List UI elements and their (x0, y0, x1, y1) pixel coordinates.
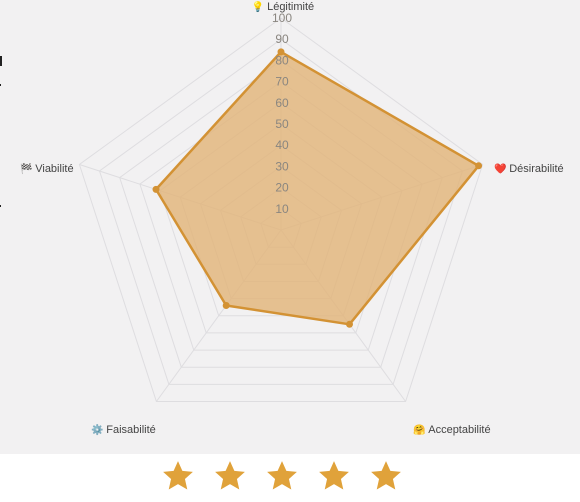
tick-label: 100 (272, 11, 292, 25)
axis-label: ⚙️ Faisabilité (91, 423, 156, 436)
tick-label: 20 (275, 181, 289, 195)
tick-label: 50 (275, 117, 289, 131)
data-point (277, 48, 285, 56)
radar-ticks: 10 20 30 40 50 60 70 80 90 100 (272, 11, 292, 216)
axis-label-text: Désirabilité (509, 163, 563, 175)
radar-chart-panel: 10 20 30 40 50 60 70 80 90 100 💡 Légitimité ❤️ Dés… (0, 0, 580, 454)
tick-label: 40 (275, 138, 289, 152)
star-icon (371, 461, 401, 490)
data-point (475, 162, 483, 170)
star-rating (0, 454, 580, 502)
star-icon (267, 461, 297, 490)
axis-label: 🤗 Acceptabilité (413, 424, 491, 436)
axis-label-text: Faisabilité (106, 424, 156, 436)
axis-label-text: Légitimité (267, 1, 314, 13)
tick-label: 90 (275, 32, 289, 46)
data-point (346, 320, 353, 328)
tick-label: 60 (275, 96, 289, 110)
radar-series (152, 48, 483, 328)
grid-ring (78, 17, 484, 402)
star-icon (215, 461, 245, 490)
star-icon (319, 461, 349, 490)
series-area (154, 50, 480, 326)
data-point (152, 185, 160, 193)
axis-label: ❤️ Désirabilité (494, 163, 564, 175)
star-icon (163, 461, 193, 490)
left-edge-mark (0, 205, 1, 207)
axis-label: 💡 Légitimité (252, 0, 314, 13)
checkered-flag-icon: 🏁 (20, 162, 35, 175)
gear-icon: ⚙️ (91, 423, 106, 436)
left-edge-mark (0, 56, 2, 66)
hugging-face-icon: 🤗 (413, 424, 428, 436)
radar-chart: 10 20 30 40 50 60 70 80 90 100 💡 Légitimité ❤️ Dés… (20, 0, 564, 436)
tick-label: 30 (275, 159, 289, 173)
axis-label-text: Viabilité (35, 163, 73, 175)
tick-label: 10 (275, 202, 289, 216)
lightbulb-icon: 💡 (252, 0, 267, 13)
left-edge-mark (0, 84, 1, 86)
data-point (222, 302, 230, 309)
heart-icon: ❤️ (494, 163, 509, 175)
axis-label-text: Acceptabilité (428, 424, 490, 436)
axis-label: 🏁 Viabilité (20, 162, 74, 175)
tick-label: 80 (275, 53, 289, 67)
radar-axis-labels: 💡 Légitimité ❤️ Désirabilité 🤗 Acceptabili… (20, 0, 564, 436)
tick-label: 70 (275, 75, 289, 89)
